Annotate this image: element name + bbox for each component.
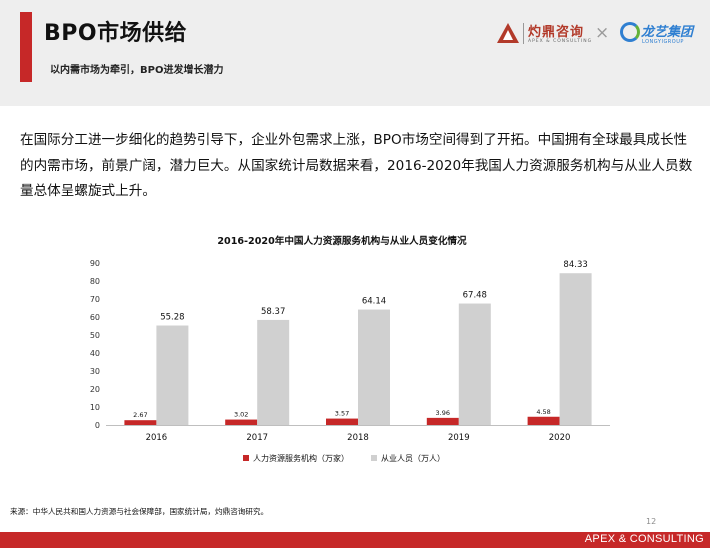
- legend-swatch-employees: [371, 455, 377, 461]
- body-paragraph: 在国际分工进一步细化的趋势引导下，企业外包需求上涨，BPO市场空间得到了开拓。中…: [20, 132, 693, 199]
- data-label: 67.48: [463, 291, 487, 301]
- data-label: 84.33: [563, 260, 587, 270]
- bar-institutions: [326, 418, 358, 425]
- legend-label: 人力资源服务机构（万家）: [253, 453, 349, 463]
- bar-institutions: [426, 417, 459, 425]
- bar-series: 2.67 55.28 3.02 58.37 3.57 64.14 3.96 67.48 4.58…: [124, 260, 592, 425]
- footer-brand: APEX & CONSULTING: [584, 533, 704, 545]
- apex-logo-cn: 灼鼎咨询: [528, 25, 585, 40]
- footer-band: APEX & CONSULTING: [0, 532, 710, 548]
- y-tick-label: 10: [90, 403, 100, 412]
- bar-employees: [358, 309, 390, 425]
- data-label: 3.96: [436, 409, 450, 417]
- y-tick-label: 40: [90, 349, 100, 358]
- source-note: 来源：中华人民共和国人力资源与社会保障部，国家统计局，灼鼎咨询研究。: [10, 507, 269, 516]
- x-tick-label: 2017: [246, 433, 268, 443]
- title-accent-bar: [20, 12, 32, 82]
- x-tick-label: 2019: [448, 433, 470, 443]
- bar-employees: [458, 303, 491, 425]
- bar-institutions: [527, 416, 560, 425]
- data-label: 2.67: [133, 411, 147, 419]
- y-tick-label: 70: [90, 295, 100, 304]
- data-label: 3.02: [234, 411, 248, 419]
- bar-institutions: [225, 419, 258, 425]
- y-tick-label: 30: [90, 367, 100, 376]
- chart-legend: 人力资源服务机构（万家） 从业人员（万人）: [243, 453, 445, 463]
- page-subtitle: 以内需市场为牵引，BPO进发增长潜力: [50, 65, 224, 76]
- x-axis-ticks: 2016 2017 2018 2019 2020: [146, 433, 571, 443]
- bar-employees: [559, 273, 592, 425]
- chart-title: 2016-2020年中国人力资源服务机构与从业人员变化情况: [217, 235, 467, 247]
- y-tick-label: 50: [90, 331, 100, 340]
- data-label: 58.37: [261, 307, 285, 317]
- apex-logo-icon: [497, 23, 519, 43]
- bar-employees: [156, 325, 189, 425]
- x-tick-label: 2018: [347, 433, 369, 443]
- data-label: 3.57: [335, 410, 349, 418]
- logo-divider: [523, 23, 524, 44]
- y-tick-label: 80: [90, 277, 100, 286]
- data-label: 55.28: [160, 312, 184, 322]
- longyi-logo-icon: [620, 22, 640, 42]
- header-band: [0, 0, 710, 106]
- partner-logos: 灼鼎咨询 APEX & CONSULTING × 龙艺集团 LONGYIGROU…: [496, 20, 706, 48]
- legend-label: 从业人员（万人）: [381, 453, 445, 463]
- y-axis-ticks: 0 10 20 30 40 50 60 70 80 90: [90, 259, 100, 430]
- apex-logo-en: APEX & CONSULTING: [528, 39, 593, 44]
- page-title: BPO市场供给: [44, 21, 188, 46]
- x-tick-label: 2016: [146, 433, 168, 443]
- bar-institutions: [124, 420, 157, 425]
- logo-cross-icon: ×: [595, 23, 610, 43]
- data-label: 4.58: [536, 408, 550, 416]
- y-tick-label: 20: [90, 385, 100, 394]
- y-tick-label: 90: [90, 259, 100, 268]
- legend-swatch-institutions: [243, 455, 249, 461]
- longyi-logo-en: LONGYIGROUP: [642, 39, 684, 45]
- page-number: 12: [646, 517, 657, 526]
- data-label: 64.14: [362, 297, 386, 307]
- y-tick-label: 0: [95, 421, 100, 430]
- y-tick-label: 60: [90, 313, 100, 322]
- x-tick-label: 2020: [549, 433, 571, 443]
- longyi-logo-cn: 龙艺集团: [641, 25, 694, 40]
- bar-employees: [257, 319, 290, 425]
